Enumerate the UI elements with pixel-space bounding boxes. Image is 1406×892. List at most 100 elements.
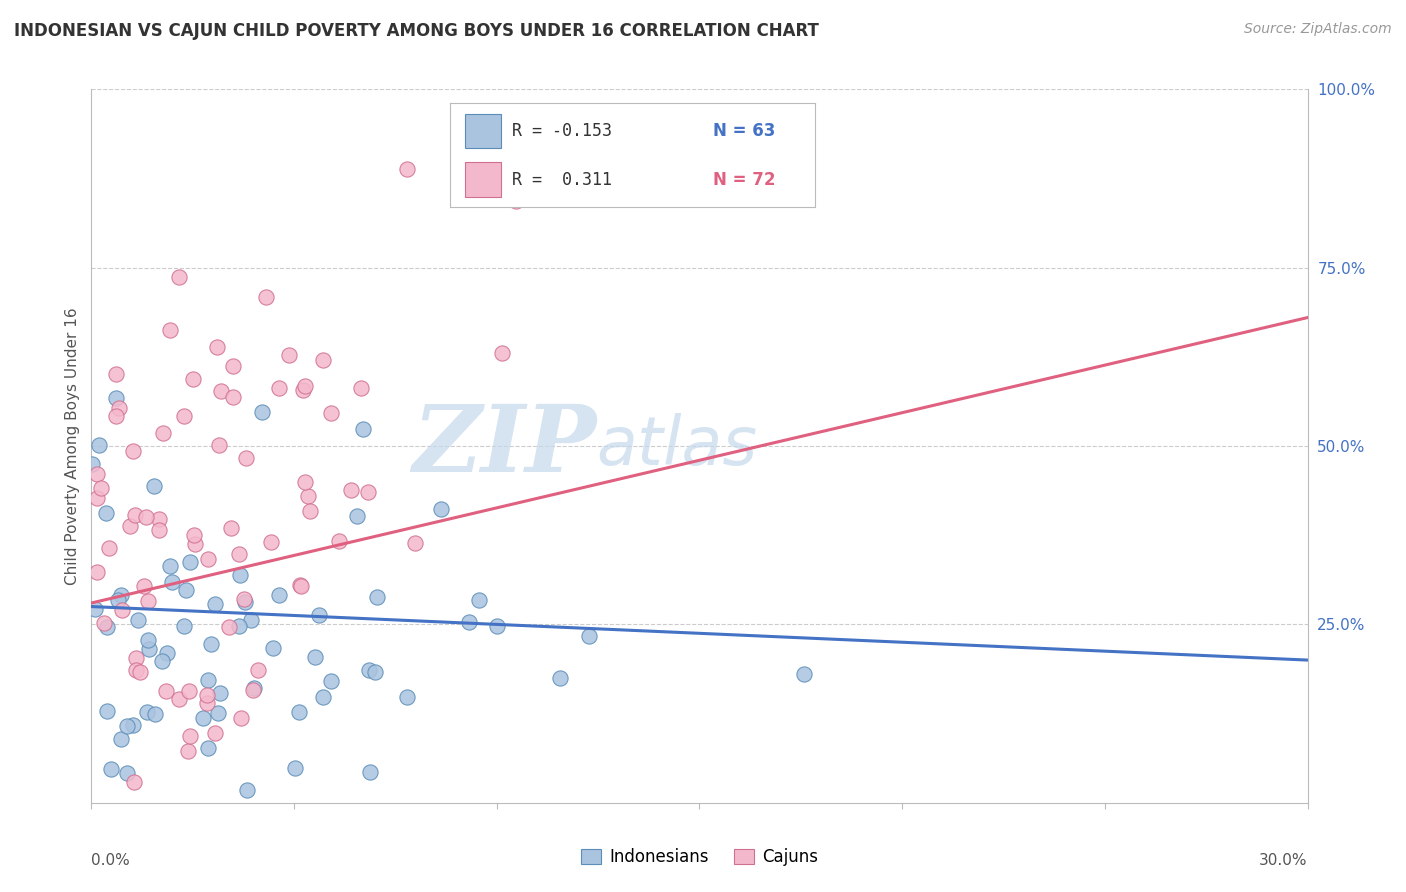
Point xyxy=(197,740,219,755)
Point xyxy=(578,629,600,643)
Point xyxy=(104,367,127,381)
Point xyxy=(142,479,165,493)
Point xyxy=(247,663,270,677)
Point xyxy=(80,457,103,471)
Point xyxy=(340,483,363,497)
Point xyxy=(204,597,226,611)
Point xyxy=(148,523,170,537)
Point xyxy=(152,426,174,441)
Point xyxy=(195,689,218,703)
Point xyxy=(150,654,173,668)
Point xyxy=(129,665,152,680)
Point xyxy=(181,372,204,386)
Point xyxy=(90,481,112,495)
Point xyxy=(156,646,179,660)
Point xyxy=(110,732,132,747)
Point xyxy=(111,603,134,617)
Point xyxy=(288,578,311,592)
Text: ZIP: ZIP xyxy=(412,401,596,491)
Point xyxy=(159,323,181,337)
Point xyxy=(429,501,451,516)
Point xyxy=(350,381,373,395)
Point xyxy=(96,705,118,719)
Point xyxy=(548,671,571,685)
Point xyxy=(458,615,481,629)
Point xyxy=(122,774,145,789)
Point xyxy=(468,592,491,607)
Point xyxy=(288,705,311,719)
Point xyxy=(127,613,149,627)
Point xyxy=(89,437,111,451)
Point xyxy=(105,409,128,424)
Point xyxy=(359,765,381,780)
Point xyxy=(218,620,240,634)
Point xyxy=(491,346,513,360)
Point xyxy=(260,534,283,549)
Text: 30.0%: 30.0% xyxy=(1260,853,1308,868)
Point xyxy=(235,451,257,466)
Point xyxy=(208,686,231,700)
Point xyxy=(236,782,259,797)
Point xyxy=(160,575,183,590)
Point xyxy=(485,619,508,633)
Point xyxy=(134,578,156,592)
Point xyxy=(243,681,266,695)
Point xyxy=(125,651,148,665)
Y-axis label: Child Poverty Among Boys Under 16: Child Poverty Among Boys Under 16 xyxy=(65,307,80,585)
Point xyxy=(86,565,108,579)
Point xyxy=(138,642,160,657)
Point xyxy=(242,682,264,697)
Point xyxy=(312,690,335,704)
Point xyxy=(179,684,201,698)
Point xyxy=(308,607,330,622)
Point xyxy=(269,381,291,395)
Point xyxy=(124,508,146,522)
Point xyxy=(222,359,245,373)
Point xyxy=(229,568,252,582)
Point xyxy=(250,404,273,418)
Point xyxy=(229,711,252,725)
Point xyxy=(105,391,128,405)
Point xyxy=(167,270,190,285)
Point xyxy=(167,691,190,706)
Point xyxy=(184,536,207,550)
Point xyxy=(86,491,108,506)
Point xyxy=(267,588,290,602)
Point xyxy=(505,194,527,209)
Point xyxy=(219,521,242,535)
Point xyxy=(115,765,138,780)
Point xyxy=(121,718,143,732)
Point xyxy=(232,592,254,607)
Point xyxy=(311,352,333,367)
Point xyxy=(195,696,218,710)
Point xyxy=(108,401,131,415)
Point xyxy=(110,588,132,602)
Point xyxy=(357,484,380,499)
Point xyxy=(93,616,115,631)
Point xyxy=(83,602,105,616)
Point xyxy=(117,718,139,732)
Text: atlas: atlas xyxy=(596,413,758,479)
Point xyxy=(209,384,232,398)
Point xyxy=(159,558,181,573)
Point xyxy=(328,533,350,548)
Point xyxy=(100,763,122,777)
Point xyxy=(179,729,201,743)
Text: 0.0%: 0.0% xyxy=(91,853,131,868)
Point xyxy=(193,711,215,725)
Point xyxy=(319,674,342,689)
Point xyxy=(233,595,256,609)
Point xyxy=(96,506,118,520)
Point xyxy=(284,761,307,775)
Point xyxy=(395,690,418,704)
Point xyxy=(143,707,166,722)
Point xyxy=(297,489,319,503)
Point xyxy=(197,552,219,566)
Point xyxy=(135,509,157,524)
Point xyxy=(176,744,198,758)
Point xyxy=(207,340,229,354)
Point xyxy=(357,663,380,677)
Point xyxy=(148,512,170,526)
Point xyxy=(125,663,148,677)
Point xyxy=(208,438,231,452)
